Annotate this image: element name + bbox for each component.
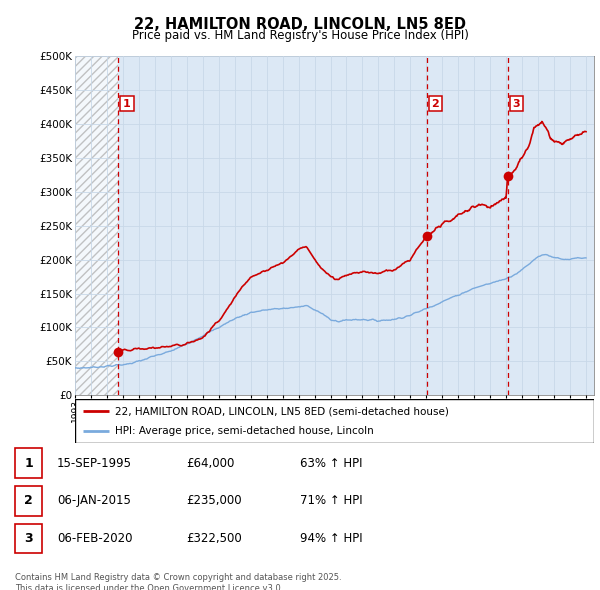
Text: 1: 1 bbox=[24, 457, 33, 470]
Text: £235,000: £235,000 bbox=[186, 494, 242, 507]
Text: Price paid vs. HM Land Registry's House Price Index (HPI): Price paid vs. HM Land Registry's House … bbox=[131, 29, 469, 42]
Text: £64,000: £64,000 bbox=[186, 457, 235, 470]
Text: 71% ↑ HPI: 71% ↑ HPI bbox=[300, 494, 362, 507]
Text: 22, HAMILTON ROAD, LINCOLN, LN5 8ED: 22, HAMILTON ROAD, LINCOLN, LN5 8ED bbox=[134, 17, 466, 32]
Text: 1: 1 bbox=[123, 99, 131, 109]
Text: 06-JAN-2015: 06-JAN-2015 bbox=[57, 494, 131, 507]
Text: 22, HAMILTON ROAD, LINCOLN, LN5 8ED (semi-detached house): 22, HAMILTON ROAD, LINCOLN, LN5 8ED (sem… bbox=[115, 406, 449, 416]
Text: 63% ↑ HPI: 63% ↑ HPI bbox=[300, 457, 362, 470]
Bar bbox=[75, 56, 118, 395]
Text: HPI: Average price, semi-detached house, Lincoln: HPI: Average price, semi-detached house,… bbox=[115, 426, 374, 436]
Text: 06-FEB-2020: 06-FEB-2020 bbox=[57, 532, 133, 545]
Text: £322,500: £322,500 bbox=[186, 532, 242, 545]
Text: 15-SEP-1995: 15-SEP-1995 bbox=[57, 457, 132, 470]
Text: Contains HM Land Registry data © Crown copyright and database right 2025.
This d: Contains HM Land Registry data © Crown c… bbox=[15, 573, 341, 590]
Text: 2: 2 bbox=[431, 99, 439, 109]
Text: 3: 3 bbox=[24, 532, 33, 545]
Text: 2: 2 bbox=[24, 494, 33, 507]
Text: 94% ↑ HPI: 94% ↑ HPI bbox=[300, 532, 362, 545]
Text: 3: 3 bbox=[512, 99, 520, 109]
